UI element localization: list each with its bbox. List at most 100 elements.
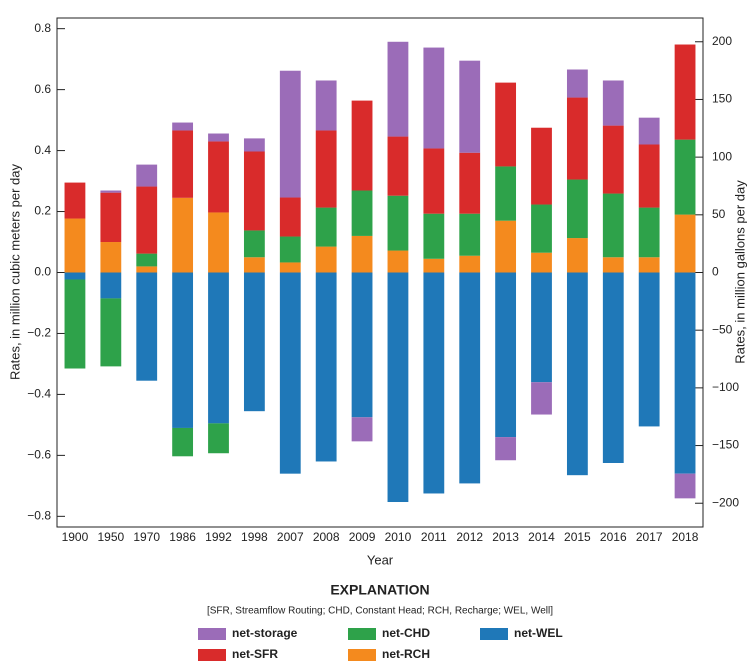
bar-segment <box>531 272 552 383</box>
bar-segment <box>315 130 337 208</box>
legend-title: EXPLANATION <box>330 582 429 598</box>
bar-segment <box>423 272 445 494</box>
bar-segment <box>172 130 194 198</box>
x-tick-label: 2017 <box>636 530 663 544</box>
y-axis-label: Rates, in million cubic meters per day <box>7 163 22 380</box>
bar-segment <box>566 272 588 476</box>
bar-segment <box>638 257 660 273</box>
bar-segment <box>674 473 696 499</box>
x-tick-label: 2007 <box>277 530 304 544</box>
y-tick-label: 0.8 <box>34 21 51 35</box>
bar-segment <box>531 252 552 273</box>
x-tick-label: 1950 <box>97 530 124 544</box>
bar-segment <box>674 214 696 273</box>
legend-swatch <box>198 649 226 661</box>
legend-swatch <box>348 649 376 661</box>
x-tick-label: 1970 <box>133 530 160 544</box>
x-tick-label: 2013 <box>492 530 519 544</box>
bar-segment <box>208 423 229 454</box>
bar-segment <box>172 427 194 457</box>
x-tick-label: 2014 <box>528 530 555 544</box>
y2-tick-label: −50 <box>712 322 733 336</box>
x-tick-label: 1986 <box>169 530 196 544</box>
y2-tick-label: 150 <box>712 92 732 106</box>
bar-segment <box>64 182 86 219</box>
bar-segment <box>172 122 194 131</box>
plot-frame <box>56 17 704 528</box>
bar-segment <box>423 213 445 259</box>
y-tick-label: −0.6 <box>27 448 51 462</box>
bar-segment <box>495 437 517 461</box>
bar-segment <box>100 190 122 193</box>
legend-label: net-CHD <box>382 626 430 640</box>
x-tick-label: 2010 <box>385 530 412 544</box>
bar-segment <box>243 151 265 231</box>
legend-label: net-SFR <box>232 647 278 661</box>
x-tick-label: 2016 <box>600 530 627 544</box>
bar-segment <box>387 136 409 196</box>
bar-segment <box>136 266 158 273</box>
x-tick-label: 2015 <box>564 530 591 544</box>
y-tick-label: 0.6 <box>34 82 51 96</box>
bar-segment <box>566 179 588 239</box>
bar-segment <box>100 272 122 299</box>
bar-segment <box>602 193 624 258</box>
bar-segment <box>602 80 624 126</box>
bar-segment <box>351 272 373 418</box>
legend-label: net-RCH <box>382 647 430 661</box>
x-tick-label: 1992 <box>205 530 232 544</box>
x-tick-label: 2009 <box>349 530 376 544</box>
bar-segment <box>531 204 552 253</box>
bar-segment <box>674 272 696 474</box>
bar-segment <box>423 148 445 214</box>
legend-swatch <box>480 628 508 640</box>
bar-segment <box>495 220 517 273</box>
bar-segment <box>279 272 301 474</box>
bar-segment <box>459 272 481 484</box>
bar-segment <box>423 258 445 273</box>
y-tick-label: −0.8 <box>27 509 51 523</box>
x-tick-label: 2018 <box>672 530 699 544</box>
legend-note: [SFR, Streamflow Routing; CHD, Constant … <box>207 606 553 617</box>
legend-label: net-storage <box>232 626 298 640</box>
y-tick-label: −0.4 <box>27 387 51 401</box>
bar-segment <box>136 164 158 187</box>
bar-segment <box>387 195 409 251</box>
bar-segment <box>208 212 229 273</box>
bar-segment <box>100 192 122 243</box>
bar-segment <box>531 382 552 415</box>
y-tick-label: 0.0 <box>34 265 51 279</box>
y2-tick-label: 0 <box>712 265 719 279</box>
y2-tick-label: −150 <box>712 438 739 452</box>
bar-segment <box>208 141 229 213</box>
bar-segment <box>423 47 445 149</box>
y-tick-label: −0.2 <box>27 326 51 340</box>
bar-segment <box>638 207 660 258</box>
bar-segment <box>172 197 194 273</box>
bar-segment <box>566 238 588 273</box>
bar-segment <box>243 257 265 273</box>
bar-segment <box>566 69 588 98</box>
bar-segment <box>351 100 373 191</box>
y2-tick-label: −200 <box>712 495 739 509</box>
bar-segment <box>208 133 229 142</box>
y-tick-label: 0.4 <box>34 143 51 157</box>
bar-segment <box>566 97 588 180</box>
x-tick-label: 2008 <box>313 530 340 544</box>
bar-segment <box>638 144 660 208</box>
bar-segment <box>495 166 517 221</box>
y2-tick-label: 100 <box>712 149 732 163</box>
bar-segment <box>495 82 517 167</box>
bar-segment <box>531 127 552 205</box>
bar-segment <box>208 272 229 424</box>
bar-segment <box>279 70 301 198</box>
legend-label: net-WEL <box>514 626 563 640</box>
bar-segment <box>172 272 194 428</box>
bar-segment <box>674 44 696 140</box>
x-tick-label: 2011 <box>421 530 447 544</box>
bar-segment <box>351 235 373 273</box>
bar-segment <box>495 272 517 438</box>
bar-segment <box>459 152 481 214</box>
bar-segment <box>602 272 624 463</box>
bar-segment <box>279 236 301 263</box>
